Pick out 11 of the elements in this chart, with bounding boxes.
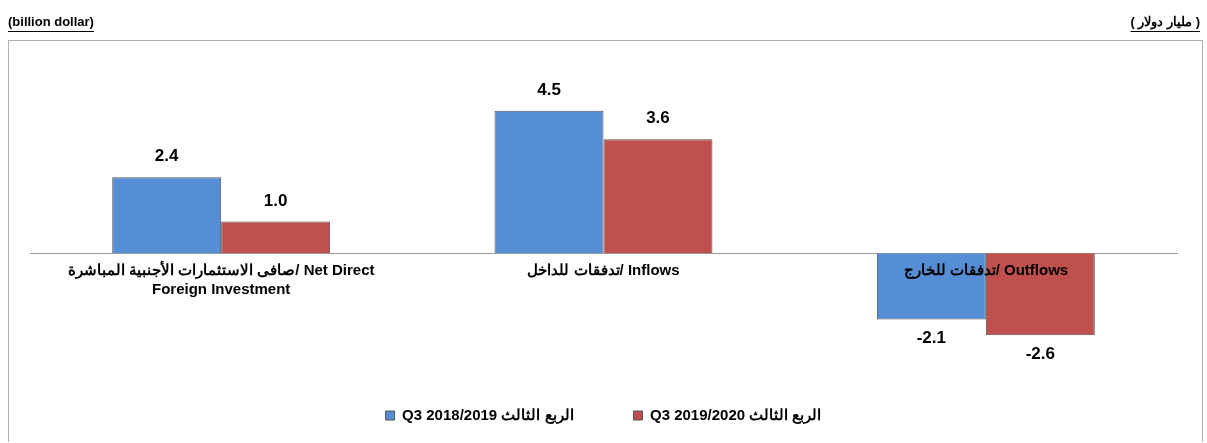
data-label: 1.0 [263, 190, 288, 210]
data-label: -2.6 [1025, 343, 1055, 363]
data-label: 2.4 [154, 146, 180, 166]
legend-label: Q3 2018/2019 الربع الثالث [402, 405, 574, 424]
x-tick-label: تدفقات للداخل/ Inflows [527, 260, 680, 278]
legend-label: Q3 2019/2020 الربع الثالث [650, 405, 822, 424]
data-label: 4.5 [537, 80, 561, 99]
data-label: -2.1 [916, 327, 946, 347]
text: (billion dollar) [8, 14, 94, 30]
data-label: 3.6 [646, 108, 670, 128]
text: ( مليار دولار ) [1130, 14, 1200, 31]
